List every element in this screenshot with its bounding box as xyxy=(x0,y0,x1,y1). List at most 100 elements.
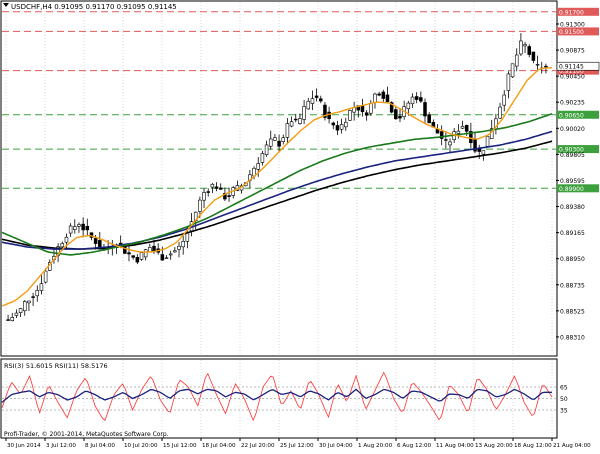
candle-body xyxy=(335,125,340,131)
price-tick-label: 0.91300 xyxy=(560,22,585,29)
price-tick-label: 0.88950 xyxy=(560,256,585,263)
candle-body xyxy=(214,186,219,189)
candle-body xyxy=(164,257,169,259)
price-level-tag xyxy=(557,27,599,36)
candle-body xyxy=(135,257,140,263)
rsi-info-text: RSI(3) 51.6015 RSI(11) 58.5176 xyxy=(4,362,108,370)
rsi-indicator: 65 50 35 xyxy=(1,371,568,422)
candle-body xyxy=(535,64,540,66)
candle-body xyxy=(481,150,486,155)
candle-body xyxy=(131,255,135,258)
candle-body xyxy=(523,44,527,47)
candle-body xyxy=(419,97,423,102)
candle-body xyxy=(469,131,473,144)
candle-body xyxy=(314,95,319,98)
candle-body xyxy=(264,144,269,156)
price-tick-label: 0.90875 xyxy=(560,48,585,55)
time-tick-label: 8 Jul 04:00 xyxy=(85,443,115,449)
candle-body xyxy=(198,199,202,212)
price-level-label: 0.89900 xyxy=(559,186,584,193)
time-tick-label: 30 Jul 04:00 xyxy=(319,443,353,449)
candle-body xyxy=(152,245,156,252)
candle-body xyxy=(73,226,77,230)
candle-body xyxy=(202,192,206,201)
rsi3-line xyxy=(1,371,553,422)
candle-body xyxy=(173,250,177,253)
candle-body xyxy=(143,249,148,258)
price-level-tag xyxy=(557,66,599,75)
candle-body xyxy=(519,40,523,55)
candle-body xyxy=(31,296,35,298)
ma-fast-line xyxy=(1,67,553,307)
price-level-label: 0.90300 xyxy=(559,147,584,154)
price-tick-label: 0.88310 xyxy=(560,334,585,341)
candle-body xyxy=(473,139,477,152)
price-level-label: 0.91100 xyxy=(559,68,584,75)
candle-body xyxy=(43,270,48,283)
time-tick-label: 25 Jul 12:00 xyxy=(280,443,314,449)
rsi-tick-label: 50 xyxy=(560,396,568,403)
price-level-label: 0.91500 xyxy=(559,29,584,36)
candle-body xyxy=(60,243,65,248)
symbol-header[interactable]: USDCHF,H4 0.91095 0.91170 0.91095 0.9114… xyxy=(3,3,177,11)
candle-body xyxy=(181,241,185,248)
candle-body xyxy=(444,139,448,141)
candle-body xyxy=(302,106,306,120)
candle-body xyxy=(64,236,69,243)
price-tick-label: 0.90020 xyxy=(560,126,585,133)
candle-body xyxy=(223,193,227,200)
candle-body xyxy=(298,118,302,124)
rsi-tick-label: 65 xyxy=(560,384,568,391)
candle-body xyxy=(168,253,173,256)
candle-body xyxy=(127,252,131,255)
price-level-tag xyxy=(557,110,599,119)
time-tick-label: 22 Jul 20:00 xyxy=(241,443,275,449)
candle-body xyxy=(389,102,394,113)
time-tick-label: 6 Aug 12:00 xyxy=(397,443,432,449)
symbol-info-text: USDCHF,H4 0.91095 0.91170 0.91095 0.9114… xyxy=(11,3,177,11)
candle-body xyxy=(427,114,431,124)
main-plot-frame xyxy=(0,0,558,357)
candle-body xyxy=(139,252,144,260)
candle-body xyxy=(14,312,19,316)
candle-body xyxy=(510,63,515,78)
candle-body xyxy=(414,96,419,100)
candle-body xyxy=(323,104,327,118)
time-tick-label: 18 Aug 12:00 xyxy=(514,443,552,449)
horizontal-levels: 0.91700 0.91500 0.91100 0.90650 0.90300 0.899… xyxy=(2,7,600,193)
candle-body xyxy=(327,111,331,120)
price-tick-label: 0.90235 xyxy=(560,100,585,107)
candle-body xyxy=(289,121,294,127)
candle-body xyxy=(506,73,511,91)
moving-averages xyxy=(1,67,553,307)
time-axis: 30 Jun 2014 3 Jul 12:00 8 Jul 04:00 10 Jul … xyxy=(5,438,591,449)
candle-body xyxy=(373,93,377,103)
candle-body xyxy=(331,122,336,126)
candle-body xyxy=(35,290,40,297)
candle-body xyxy=(18,308,23,313)
candle-body xyxy=(6,319,10,321)
price-tick-label: 0.89380 xyxy=(560,204,585,211)
price-tick-label: 0.88525 xyxy=(560,308,585,315)
copyright-text: Profi-Trader, © 2001-2014, MetaQuotes So… xyxy=(4,431,169,438)
candle-body xyxy=(93,238,98,244)
price-axis: 0.91300 0.90875 0.90450 0.90235 0.90020 0.898… xyxy=(556,22,585,341)
time-tick-label: 21 Aug 04:00 xyxy=(553,443,591,449)
candle-body xyxy=(502,94,506,106)
price-level-tag xyxy=(557,145,599,154)
time-tick-label: 11 Aug 04:00 xyxy=(436,443,474,449)
candle-body xyxy=(514,54,519,67)
grid-lines xyxy=(5,2,553,437)
candle-body xyxy=(485,135,490,147)
price-tick-label: 0.88735 xyxy=(560,282,585,289)
candle-body xyxy=(281,137,286,142)
candle-body xyxy=(256,163,260,170)
time-tick-label: 13 Aug 20:00 xyxy=(475,443,513,449)
price-tick-label: 0.89595 xyxy=(560,178,585,185)
candle-body xyxy=(439,131,444,139)
price-tick-label: 0.89165 xyxy=(560,230,585,237)
triangle-down-icon[interactable] xyxy=(3,3,9,7)
